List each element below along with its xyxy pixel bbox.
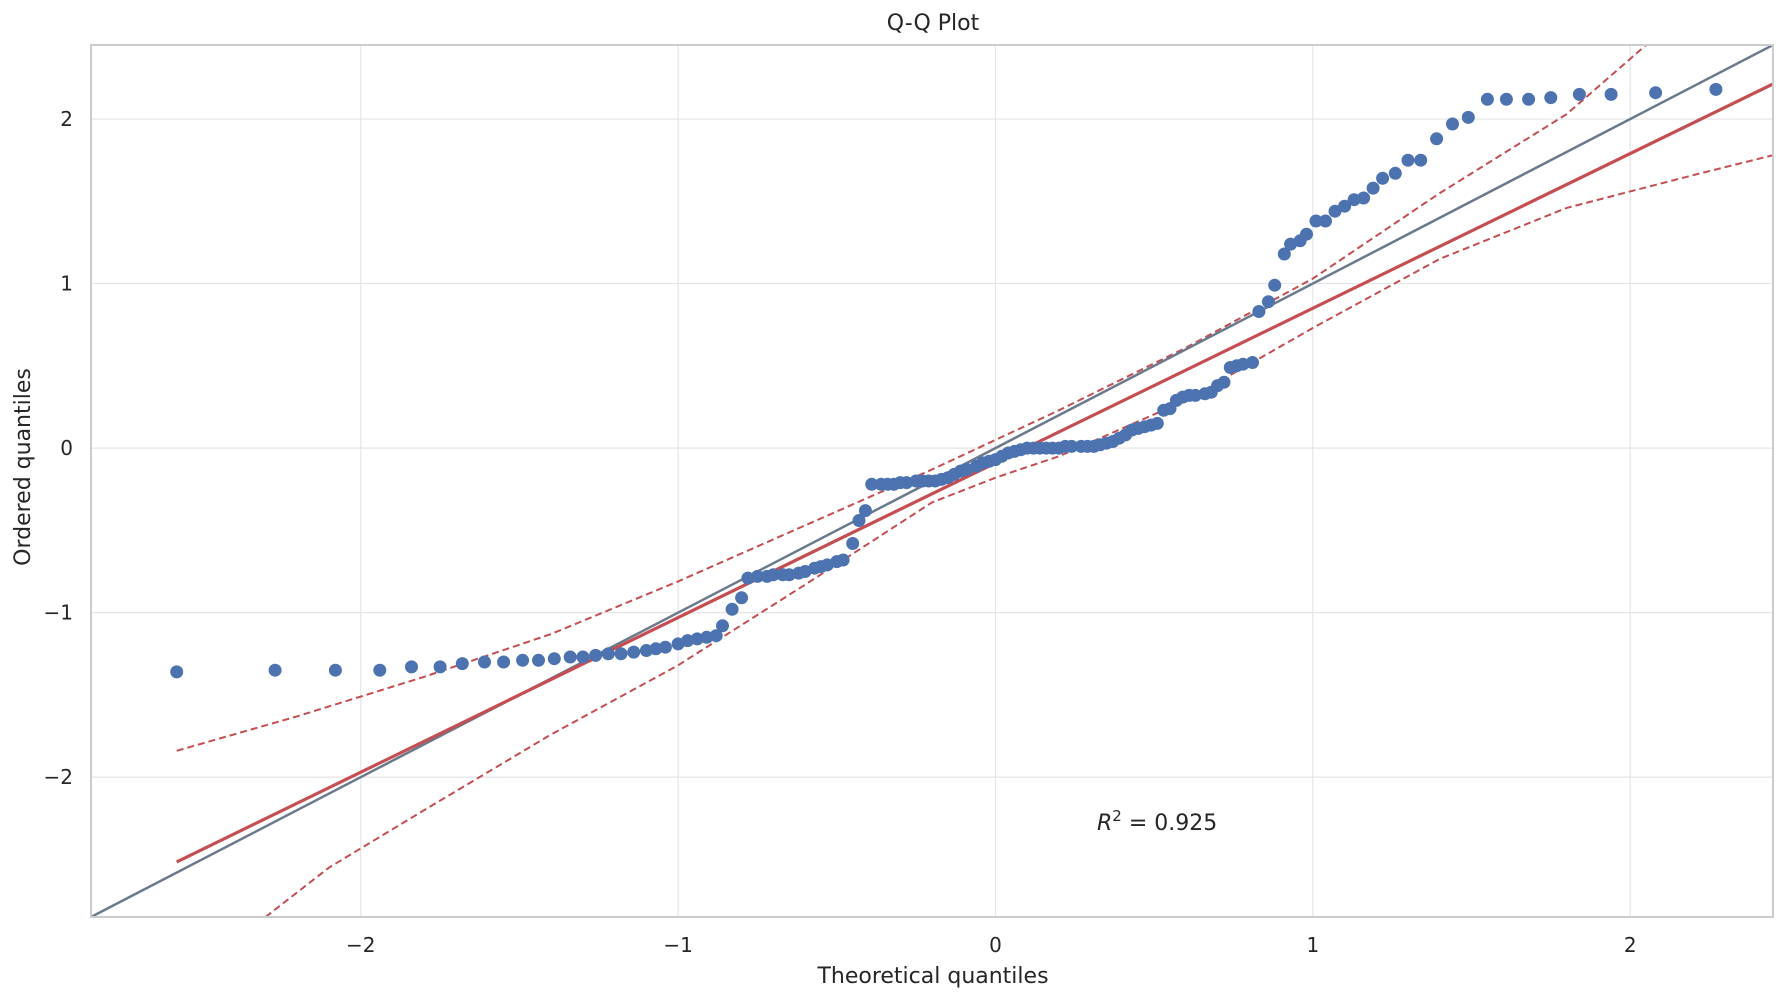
y-tick-label: −1 <box>44 601 73 625</box>
data-point <box>858 504 872 518</box>
data-point <box>1388 166 1402 180</box>
r-squared-symbol: R <box>1097 811 1112 836</box>
data-point <box>1414 153 1428 167</box>
data-point <box>846 537 860 550</box>
data-point <box>170 665 184 679</box>
data-point <box>1357 191 1371 205</box>
x-tick-labels: −2 −1 0 1 2 <box>346 933 1637 957</box>
y-axis-label: Ordered quantiles <box>11 368 36 566</box>
data-point <box>532 653 545 667</box>
r-squared-value: = 0.925 <box>1122 811 1217 836</box>
data-point <box>1366 181 1380 195</box>
data-point <box>576 650 590 664</box>
data-point <box>516 653 530 667</box>
data-point <box>601 647 615 661</box>
data-point <box>735 591 749 605</box>
data-point <box>1277 247 1291 261</box>
data-point <box>1065 439 1079 453</box>
confidence-band-lower <box>264 154 1773 917</box>
data-point <box>478 655 491 669</box>
data-point <box>766 568 780 582</box>
x-tick-label: 0 <box>989 933 1002 957</box>
x-tick-label: −2 <box>346 933 375 957</box>
y-tick-label: 0 <box>60 436 73 460</box>
data-point <box>852 514 866 527</box>
data-point <box>1300 227 1313 241</box>
data-point <box>1309 214 1323 228</box>
data-point <box>455 657 469 671</box>
data-point <box>725 602 739 616</box>
chart-title: Q-Q Plot <box>887 11 980 36</box>
plot-frame <box>90 44 1774 918</box>
data-point <box>1461 110 1475 124</box>
data-point <box>1376 171 1390 185</box>
y-tick-label: 1 <box>60 272 73 296</box>
data-point <box>658 640 672 654</box>
data-point <box>1604 87 1618 101</box>
fit-line <box>175 82 1773 864</box>
y-tick-label: −2 <box>44 765 73 789</box>
data-point <box>1401 153 1415 167</box>
data-point <box>405 660 418 674</box>
data-point <box>681 634 695 648</box>
confidence-band-upper <box>176 45 1647 752</box>
data-point <box>865 477 879 491</box>
data-point <box>1246 356 1259 369</box>
data-point <box>328 663 342 677</box>
r-squared-exponent: 2 <box>1112 807 1122 825</box>
fit-line-group <box>175 82 1773 864</box>
data-point <box>433 660 447 674</box>
x-tick-label: −1 <box>663 933 692 957</box>
data-point <box>1338 199 1352 213</box>
data-point <box>836 553 850 567</box>
data-point <box>1572 87 1586 101</box>
data-point <box>741 571 755 585</box>
data-point <box>1430 132 1444 146</box>
data-point <box>1709 82 1723 96</box>
data-point <box>1522 92 1536 106</box>
data-point <box>1150 416 1164 430</box>
r-squared-annotation: R2 = 0.925 <box>1097 807 1217 836</box>
y-tick-labels: −2 −1 0 1 2 <box>44 107 73 789</box>
data-point <box>1217 375 1231 389</box>
data-point <box>709 629 723 643</box>
data-point <box>1446 117 1459 131</box>
x-tick-label: 2 <box>1624 933 1637 957</box>
data-point <box>751 569 764 583</box>
data-point <box>627 645 641 659</box>
data-point <box>497 655 511 669</box>
grid <box>91 45 1773 917</box>
data-point <box>1252 305 1266 318</box>
data-point <box>373 663 387 677</box>
data-point <box>547 652 561 666</box>
data-point <box>268 663 282 677</box>
data-point <box>1261 295 1275 309</box>
confidence-band <box>176 45 1773 917</box>
data-point <box>1544 91 1558 105</box>
data-point <box>1499 92 1513 106</box>
y-tick-label: 2 <box>60 107 73 131</box>
x-axis-label: Theoretical quantiles <box>816 964 1048 989</box>
data-point <box>1480 92 1494 106</box>
data-point <box>614 647 628 661</box>
data-point <box>1319 214 1332 228</box>
data-point <box>1268 278 1282 292</box>
x-tick-label: 1 <box>1306 933 1319 957</box>
data-point <box>1328 204 1342 218</box>
data-point <box>589 648 603 662</box>
data-point <box>716 619 729 633</box>
data-points <box>170 82 1723 679</box>
data-point <box>1649 86 1663 100</box>
data-point <box>563 650 577 664</box>
